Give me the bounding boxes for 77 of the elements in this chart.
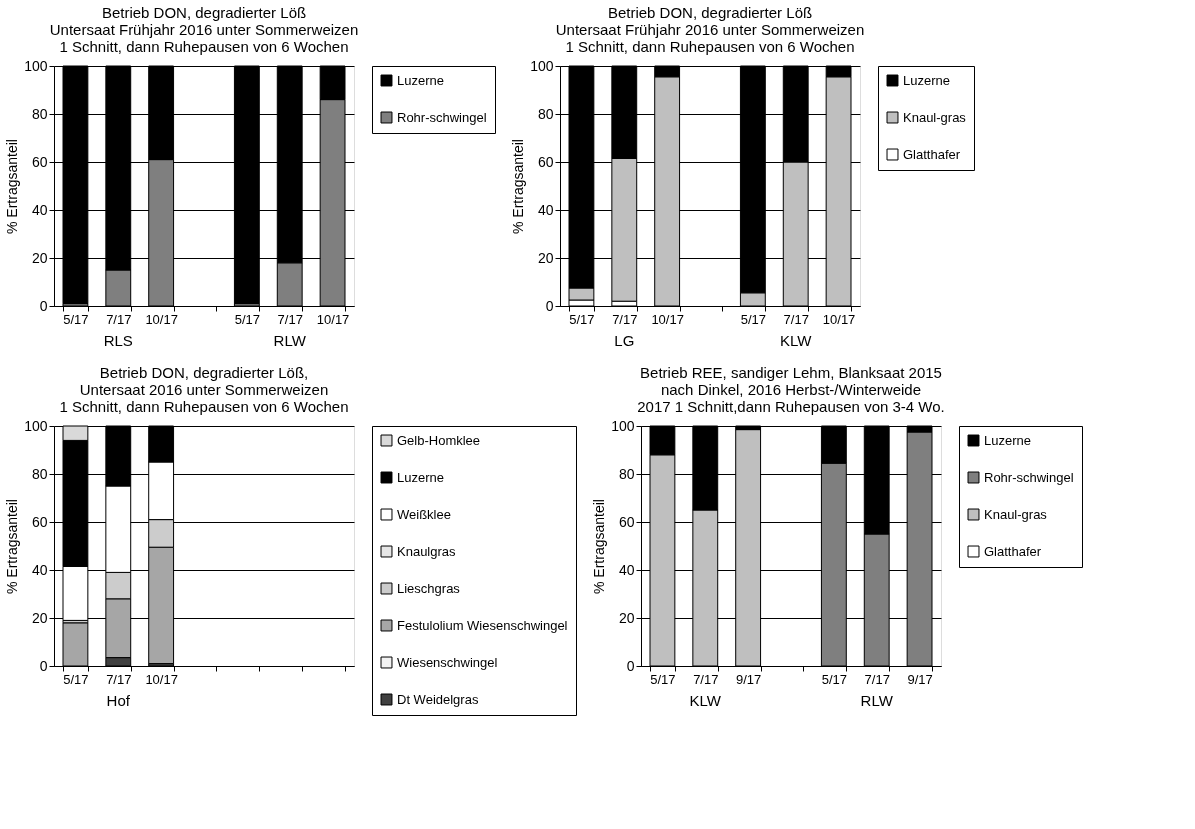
x-tick-label: 10/17 — [316, 311, 350, 327]
legend-label: Weißklee — [397, 506, 451, 522]
text: KLW — [689, 692, 722, 709]
legend-label: Knaul-gras — [984, 506, 1048, 522]
y-tick-label: 40 — [618, 561, 635, 578]
y-tick-label: 100 — [530, 57, 554, 74]
x-tick-label: 10/17 — [145, 671, 178, 687]
x-tick-label: 5/17 — [821, 671, 848, 687]
x-tick-label: 5/17 — [63, 311, 89, 327]
legend-label: Knaulgras — [397, 543, 457, 559]
x-tick-label: 9/17 — [907, 671, 933, 687]
x-tick-label: 7/17 — [106, 671, 132, 687]
y-tick-label: 60 — [31, 513, 48, 530]
x-tick-label: 7/17 — [693, 671, 719, 687]
x-tick-label: 10/17 — [822, 311, 856, 327]
x-tick-label: 10/17 — [651, 311, 684, 327]
chart-title: Betrieb REE, sandiger Lehm, Blanksaat 2015 nach Dinkel, 2016 Herbst-/Winterweide 2017 1 Schnitt,dann Ruhepausen von 3-4 Wo. — [637, 364, 945, 415]
y-tick-label: 40 — [31, 561, 48, 578]
x-tick-label: 7/17 — [864, 671, 890, 687]
x-tick-label: 5/17 — [650, 671, 676, 687]
y-tick-label: 0 — [545, 297, 554, 314]
y-tick-label: 80 — [31, 105, 48, 122]
x-tick-label: 5/17 — [569, 311, 595, 327]
text: KLW — [780, 332, 813, 349]
x-tick-label: 7/17 — [106, 311, 132, 327]
legend-label: Rohr-schwingel — [984, 469, 1074, 485]
x-tick-label: 5/17 — [740, 311, 767, 327]
text: RLW — [860, 692, 894, 709]
chart-title: Betrieb DON, degradierter Löß, Untersaat 2016 unter Sommerweizen 1 Schnitt, dann Ruhepausen von 6 Wochen — [59, 364, 349, 415]
y-tick-label: 0 — [39, 657, 48, 674]
y-axis-title: % Ertragsanteil — [591, 499, 608, 594]
legend-label: Wiesenschwingel — [397, 654, 498, 670]
text: RLS — [103, 332, 133, 349]
y-axis-title: % Ertragsanteil — [4, 499, 21, 594]
y-tick-label: 100 — [611, 417, 635, 434]
y-tick-label: 20 — [31, 249, 48, 266]
legend-label: Gelb-Homklee — [397, 432, 481, 448]
legend-label: Knaul-gras — [903, 109, 967, 125]
text: LG — [614, 332, 635, 349]
x-tick-label: 5/17 — [234, 311, 261, 327]
x-tick-label: 7/17 — [783, 311, 809, 327]
chart-title: Betrieb DON, degradierter Löß Untersaat Frühjahr 2016 unter Sommerweizen 1 Schnitt, dann Ruhepausen von 6 Wochen — [49, 4, 359, 55]
legend-label: Lieschgras — [397, 580, 461, 596]
legend-label: Glatthafer — [984, 543, 1042, 559]
y-tick-label: 80 — [537, 105, 554, 122]
legend-label: Festulolium Wiesenschwingel — [397, 617, 568, 633]
y-tick-label: 0 — [626, 657, 635, 674]
y-tick-label: 20 — [618, 609, 635, 626]
y-tick-label: 0 — [39, 297, 48, 314]
legend-label: Luzerne — [984, 432, 1031, 448]
legend-label: Luzerne — [397, 72, 444, 88]
y-axis-title: % Ertragsanteil — [4, 139, 21, 234]
y-tick-label: 100 — [24, 417, 48, 434]
legend-label: Luzerne — [903, 72, 950, 88]
legend-label: Rohr-schwingel — [397, 109, 487, 125]
y-tick-label: 60 — [31, 153, 48, 170]
chart-title: Betrieb DON, degradierter Löß Untersaat Frühjahr 2016 unter Sommerweizen 1 Schnitt, dann Ruhepausen von 6 Wochen — [555, 4, 865, 55]
y-tick-label: 40 — [537, 201, 554, 218]
x-tick-label: 7/17 — [612, 311, 638, 327]
y-tick-label: 80 — [31, 465, 48, 482]
y-tick-label: 40 — [31, 201, 48, 218]
text: RLW — [273, 332, 307, 349]
y-tick-label: 80 — [618, 465, 635, 482]
legend-label: Glatthafer — [903, 146, 961, 162]
y-tick-label: 20 — [31, 609, 48, 626]
y-tick-label: 60 — [537, 153, 554, 170]
legend-label: Dt Weidelgras — [397, 691, 479, 707]
x-tick-label: 7/17 — [277, 311, 303, 327]
y-tick-label: 100 — [24, 57, 48, 74]
x-tick-label: 10/17 — [145, 311, 178, 327]
text: Hof — [106, 692, 131, 709]
y-tick-label: 60 — [618, 513, 635, 530]
x-tick-label: 5/17 — [63, 671, 89, 687]
x-tick-label: 9/17 — [735, 671, 762, 687]
y-tick-label: 20 — [537, 249, 554, 266]
y-axis-title: % Ertragsanteil — [510, 139, 527, 234]
legend-label: Luzerne — [397, 469, 444, 485]
